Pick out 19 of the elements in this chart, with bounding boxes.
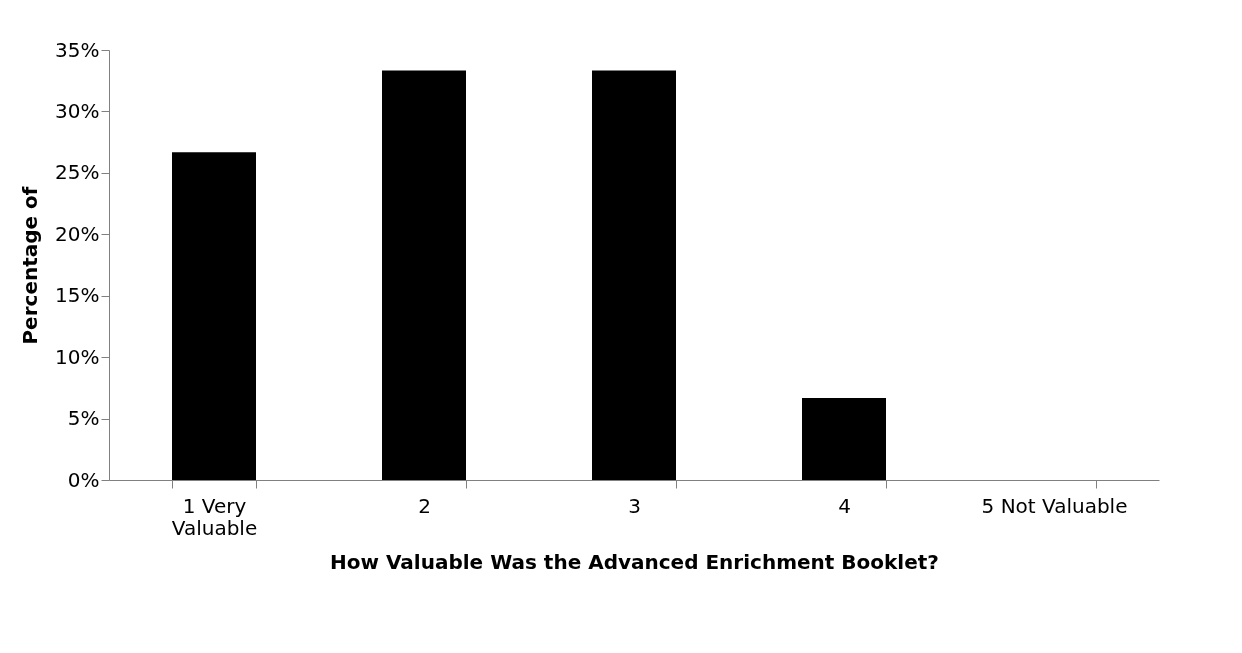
y-tick-label: 0% <box>67 467 100 492</box>
x-axis-title: How Valuable Was the Advanced Enrichment Booklet? <box>330 549 939 574</box>
x-tick-label: 2 <box>418 493 431 518</box>
y-tick-label: 15% <box>55 283 100 308</box>
x-tick-label: 3 <box>628 493 641 518</box>
y-tick-label: 25% <box>55 160 100 185</box>
y-tick-label: 30% <box>55 98 100 123</box>
bar <box>382 70 466 480</box>
y-tick-label: 20% <box>55 221 100 246</box>
bar <box>802 398 886 480</box>
y-tick-label: 10% <box>55 344 100 369</box>
y-tick-label: 35% <box>55 37 100 62</box>
bar <box>172 152 256 480</box>
bar <box>592 70 676 480</box>
x-tick-label: 5 Not Valuable <box>981 493 1128 518</box>
y-tick-label: 5% <box>67 406 100 431</box>
x-tick-label: 1 Very Valuable <box>171 493 258 540</box>
y-axis-title: Percentage of <box>18 186 43 345</box>
x-tick-label: 4 <box>838 493 851 518</box>
